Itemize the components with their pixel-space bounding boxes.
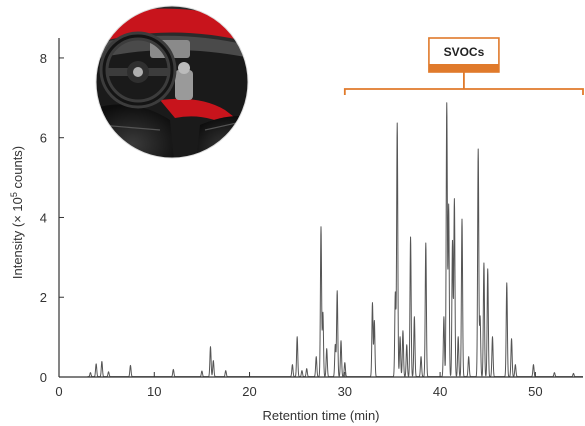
x-tick-label: 50 — [528, 384, 542, 399]
x-tick-label: 10 — [147, 384, 161, 399]
y-tick-label: 0 — [40, 370, 47, 385]
y-axis-title-exponent: 5 — [9, 192, 19, 197]
y-axis-title-base: Intensity (× 10 — [10, 197, 25, 279]
x-tick-label: 20 — [242, 384, 256, 399]
y-tick-label: 6 — [40, 131, 47, 146]
x-axis-title: Retention time (min) — [262, 408, 379, 423]
y-tick-label: 2 — [40, 290, 47, 305]
x-tick-label: 40 — [433, 384, 447, 399]
x-tick-label: 30 — [338, 384, 352, 399]
y-axis-ticks: 0 2 4 6 8 — [40, 51, 64, 385]
x-tick-label: 0 — [55, 384, 62, 399]
y-axis-title-unit: counts) — [10, 146, 25, 192]
svocs-label: SVOCs — [444, 45, 485, 59]
y-tick-label: 4 — [40, 210, 47, 225]
y-tick-label: 8 — [40, 51, 47, 66]
x-axis-ticks: 0 10 20 30 40 50 — [55, 372, 543, 399]
car-interior-image — [95, 5, 249, 159]
svocs-callout: SVOCs — [343, 37, 584, 95]
svocs-bracket — [343, 88, 584, 95]
svocs-label-bar — [428, 64, 499, 72]
y-axis-title: Intensity (× 105 counts) — [9, 146, 25, 279]
